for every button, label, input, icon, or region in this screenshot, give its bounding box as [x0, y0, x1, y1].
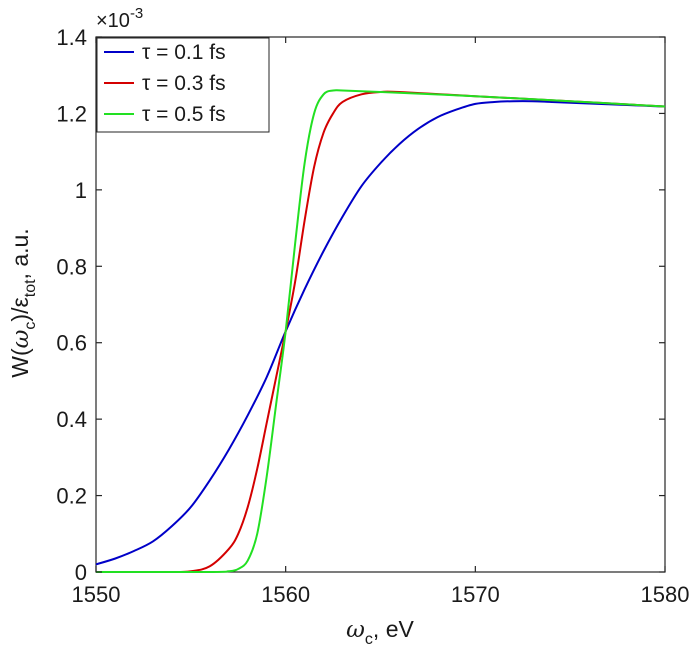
x-axis-label: ωc, eV [346, 616, 414, 648]
y-tick-label-3: 0.6 [56, 331, 87, 356]
x-tick-label-0: 1550 [72, 582, 121, 607]
series-layer [95, 89, 666, 574]
y-multiplier-exponent: -3 [130, 5, 143, 22]
series-line-0 [95, 100, 666, 566]
x-axis-label-unit: , eV [373, 616, 415, 642]
legend-label-1: τ = 0.3 fs [142, 72, 226, 95]
ticks-layer: 1550 1560 1570 1580 0 0.2 0.4 0.6 0.8 1 1.2 1.4 [56, 25, 689, 607]
legend-label-0: τ = 0.1 fs [142, 41, 226, 64]
y-axis-label-sub2: tot [22, 279, 39, 297]
y-tick-label-0: 0 [75, 560, 87, 585]
x-tick-label-3: 1580 [641, 582, 690, 607]
y-tick-label-4: 0.8 [56, 254, 87, 279]
y-axis-label-unit: , a.u. [7, 228, 33, 279]
x-tick-label-1: 1560 [261, 582, 310, 607]
y-tick-label-2: 0.4 [56, 407, 87, 432]
y-tick-label-1: 0.2 [56, 484, 87, 509]
x-axis-label-sub: c [365, 631, 373, 648]
y-tick-label-5: 1 [75, 178, 87, 203]
y-tick-label-7: 1.4 [56, 25, 87, 50]
y-axis-label-mid: )/ε [7, 297, 33, 321]
y-axis-label-prefix: W( [7, 348, 33, 378]
y-multiplier-base: ×10 [96, 10, 130, 32]
x-axis-label-symbol: ω [346, 617, 365, 643]
legend-box [96, 37, 270, 133]
y-axis-label-sub: c [22, 322, 39, 330]
y-multiplier: ×10-3 [96, 5, 143, 32]
x-tick-label-2: 1570 [451, 582, 500, 607]
y-axis-label: W(ωc)/εtot, a.u. [7, 228, 39, 377]
legend-label-2: τ = 0.5 fs [142, 103, 226, 126]
legend: τ = 0.1 fs τ = 0.3 fs τ = 0.5 fs [96, 37, 270, 133]
y-tick-label-6: 1.2 [56, 101, 87, 126]
y-axis-label-symbol: ω [8, 329, 34, 348]
series-line-2 [95, 89, 666, 574]
